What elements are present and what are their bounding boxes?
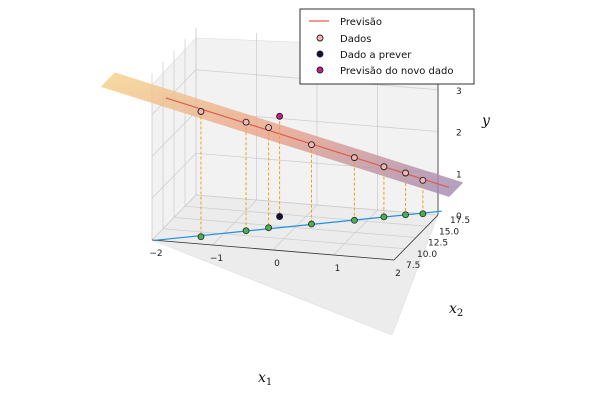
legend-item-data: Dados	[340, 34, 372, 45]
data-point	[402, 169, 409, 177]
x-axis-line	[151, 239, 395, 261]
data-point	[350, 154, 358, 162]
new-data-point	[276, 213, 284, 220]
projected-point	[197, 233, 205, 241]
y-tick-label: 17.5	[450, 216, 470, 226]
z-tick-label: 1	[456, 170, 462, 180]
z-ticks: 0 1 2 3	[456, 87, 462, 222]
projected-point	[308, 220, 315, 228]
legend-swatch-data	[316, 34, 324, 42]
data-point	[265, 124, 273, 132]
y-ticks: 7.510.012.5 15.017.5	[406, 216, 470, 271]
x-tick-label: 0	[274, 259, 280, 269]
prediction-plane	[100, 72, 464, 197]
projected-point	[350, 216, 358, 224]
data-point	[242, 118, 250, 126]
data-point	[419, 176, 427, 184]
z-tick-label: 3	[456, 87, 462, 97]
legend-item-new-data: Dado a prever	[340, 50, 412, 61]
new-prediction-point	[276, 112, 284, 120]
y-axis-line	[393, 214, 439, 261]
legend-item-prediction: Previsão	[340, 17, 382, 28]
gridline-z	[151, 194, 439, 241]
projected-point	[265, 224, 273, 232]
data-points	[197, 108, 427, 241]
z-tick-label: 2	[456, 129, 462, 139]
y-tick-label: 12.5	[428, 239, 448, 249]
legend-swatch-new-data	[316, 50, 324, 58]
projected-point	[380, 213, 388, 221]
z-axis-label: y	[481, 113, 491, 129]
data-point	[197, 108, 205, 115]
x-tick-label: −1	[210, 254, 223, 264]
legend-item-new-prediction: Previsão do novo dado	[340, 66, 454, 77]
projected-point	[242, 227, 250, 235]
data-point	[380, 163, 388, 171]
y-tick-label: 7.5	[406, 261, 420, 271]
legend: Previsão Dados Dado a prever Previsão do…	[299, 8, 475, 85]
legend-swatch-new-prediction	[316, 66, 324, 74]
projected-point	[419, 210, 427, 218]
x-tick-label: −2	[149, 249, 162, 259]
y-axis-label: x2	[449, 301, 463, 319]
y-tick-label: 10.0	[417, 250, 437, 260]
y-tick-label: 15.0	[439, 227, 459, 237]
prediction-line	[165, 97, 450, 188]
z-tick-label: 0	[456, 212, 462, 222]
x-axis-label: x1	[258, 370, 272, 388]
x-ticks: −2 −1 0 1 2	[149, 249, 401, 279]
data-point	[308, 141, 315, 149]
x-tick-label: 1	[335, 264, 341, 274]
projected-point	[402, 211, 409, 219]
x-tick-label: 2	[395, 269, 401, 279]
